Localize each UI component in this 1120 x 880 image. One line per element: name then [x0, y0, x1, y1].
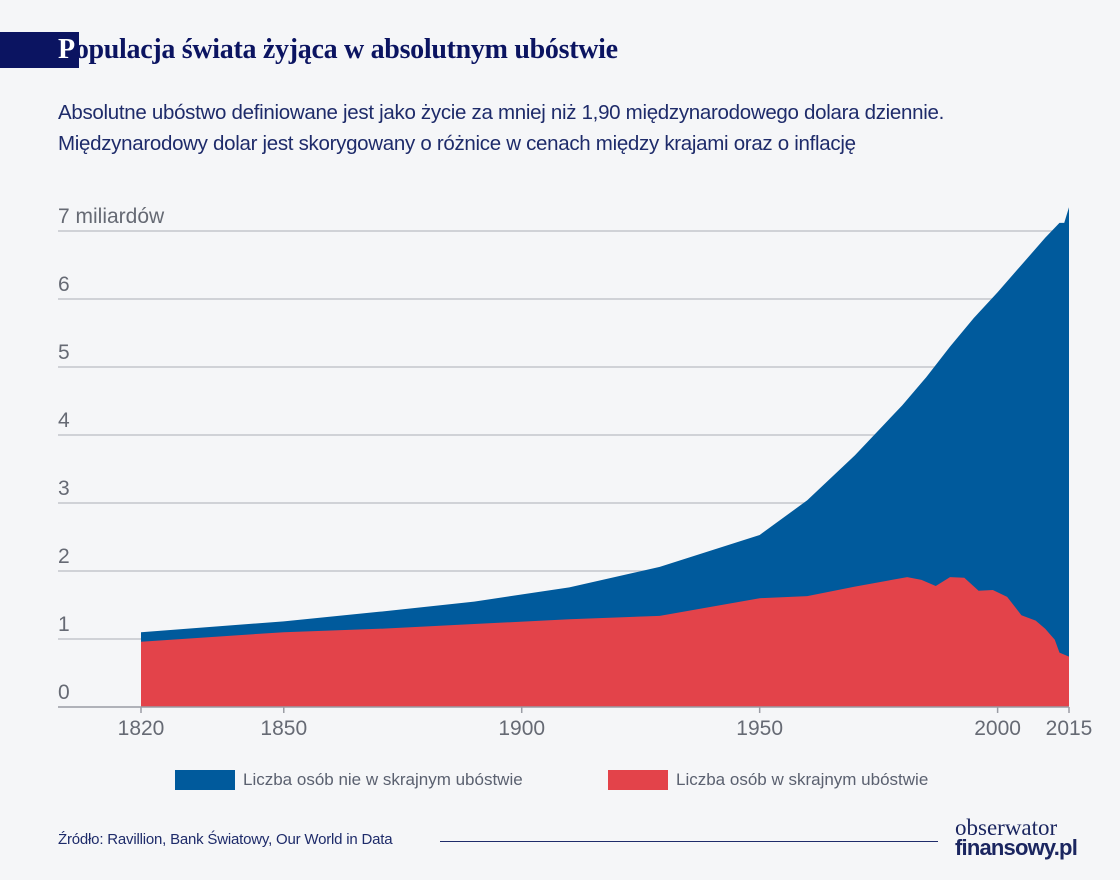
divider: [440, 841, 938, 842]
y-tick-label: 6: [58, 273, 70, 296]
source-note: Źródło: Ravillion, Bank Światowy, Our Wo…: [58, 831, 393, 848]
y-tick-label: 2: [58, 545, 70, 568]
title-accent-bar: [0, 32, 79, 68]
x-tick-label: 1950: [736, 717, 783, 740]
legend-label: Liczba osób nie w skrajnym ubóstwie: [243, 770, 523, 789]
y-tick-label: 1: [58, 613, 70, 636]
legend-item-poor: Liczba osób w skrajnym ubóstwie: [608, 770, 928, 790]
area-poor: [141, 577, 1069, 707]
title-rest: opulacja świata żyjąca w absolutnym ubós…: [74, 34, 618, 65]
y-tick-label: 7 miliardów: [58, 205, 165, 228]
x-tick-label: 1850: [260, 717, 307, 740]
area-chart: 0 1 2 3 4 5 6 7 miliardów 1820 1850 1900 1950 2000 20…: [58, 205, 1093, 740]
legend-item-not-poor: Liczba osób nie w skrajnym ubóstwie: [175, 770, 523, 790]
chart-subtitle: Absolutne ubóstwo definiowane jest jako …: [58, 97, 1118, 159]
legend-swatch-blue: [175, 770, 235, 790]
y-tick-label: 4: [58, 409, 70, 432]
x-tick-label: 1820: [118, 717, 165, 740]
chart-title: Populacja świata żyjąca w absolutnym ubó…: [58, 32, 618, 68]
x-tick-label: 2015: [1046, 717, 1093, 740]
y-tick-label: 3: [58, 477, 70, 500]
y-tick-label: 0: [58, 681, 70, 704]
legend-label: Liczba osób w skrajnym ubóstwie: [676, 770, 929, 789]
subtitle-line-1: Absolutne ubóstwo definiowane jest jako …: [58, 101, 944, 124]
x-tick-label: 2000: [974, 717, 1021, 740]
y-tick-label: 5: [58, 341, 70, 364]
legend-swatch-red: [608, 770, 668, 790]
x-tick-label: 1900: [498, 717, 545, 740]
area-not-poor: [141, 207, 1069, 707]
logo: obserwator finansowy.pl: [955, 815, 1078, 860]
subtitle-line-2: Międzynarodowy dolar jest skorygowany o …: [58, 132, 856, 155]
title-first-letter: P: [58, 34, 75, 65]
